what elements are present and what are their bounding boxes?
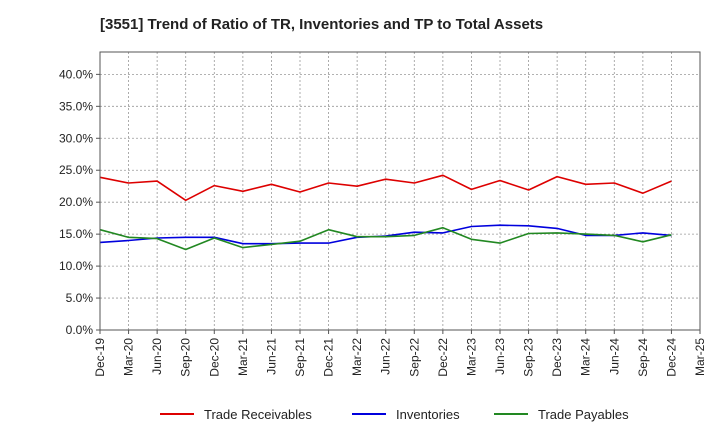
x-tick-label: Jun-22 <box>379 338 393 375</box>
y-tick-label: 15.0% <box>59 227 93 241</box>
legend-label: Trade Receivables <box>204 407 312 422</box>
x-tick-label: Dec-21 <box>322 338 336 377</box>
x-tick-label: Sep-21 <box>293 338 307 377</box>
x-tick-label: Sep-20 <box>179 338 193 377</box>
chart-title: [3551] Trend of Ratio of TR, Inventories… <box>100 16 544 33</box>
y-tick-label: 40.0% <box>59 67 93 81</box>
x-tick-label: Mar-25 <box>693 338 707 376</box>
x-tick-label: Jun-23 <box>493 338 507 375</box>
x-tick-label: Mar-21 <box>236 338 250 376</box>
x-axis-ticks: Dec-19 Mar-20 Jun-20 Sep-20 Dec-20 Mar-21 Jun-… <box>93 330 707 377</box>
x-tick-label: Sep-22 <box>407 338 421 377</box>
x-tick-label: Dec-24 <box>664 338 678 377</box>
y-tick-label: 10.0% <box>59 259 93 273</box>
grid-lines <box>99 52 701 331</box>
x-tick-label: Sep-23 <box>522 338 536 377</box>
x-tick-label: Dec-22 <box>436 338 450 377</box>
x-tick-label: Mar-24 <box>579 338 593 376</box>
x-tick-label: Dec-19 <box>93 338 107 377</box>
y-tick-label: 20.0% <box>59 195 93 209</box>
x-tick-label: Mar-20 <box>122 338 136 376</box>
legend: Trade Receivables Inventories Trade Payabl… <box>160 407 629 422</box>
x-tick-label: Dec-23 <box>550 338 564 377</box>
series-line-trade-receivables <box>99 174 672 202</box>
x-tick-label: Mar-22 <box>350 338 364 376</box>
legend-label: Inventories <box>396 407 460 422</box>
y-tick-label: 35.0% <box>59 99 93 113</box>
x-tick-label: Dec-20 <box>207 338 221 377</box>
x-tick-label: Jun-21 <box>264 338 278 375</box>
series-line-trade-payables <box>99 226 672 251</box>
y-axis-ticks: 0.0% 5.0% 10.0% 15.0% 20.0% 25.0% 30.0% 35.0% 40… <box>59 67 100 337</box>
y-tick-label: 5.0% <box>66 291 94 305</box>
x-tick-label: Sep-24 <box>636 338 650 377</box>
x-tick-label: Jun-20 <box>150 338 164 375</box>
y-tick-label: 0.0% <box>66 323 94 337</box>
y-tick-label: 25.0% <box>59 163 93 177</box>
x-tick-label: Mar-23 <box>464 338 478 376</box>
series-lines <box>99 174 672 251</box>
y-tick-label: 30.0% <box>59 131 93 145</box>
plot-frame <box>99 51 701 331</box>
legend-label: Trade Payables <box>538 407 629 422</box>
x-tick-label: Jun-24 <box>607 338 621 375</box>
